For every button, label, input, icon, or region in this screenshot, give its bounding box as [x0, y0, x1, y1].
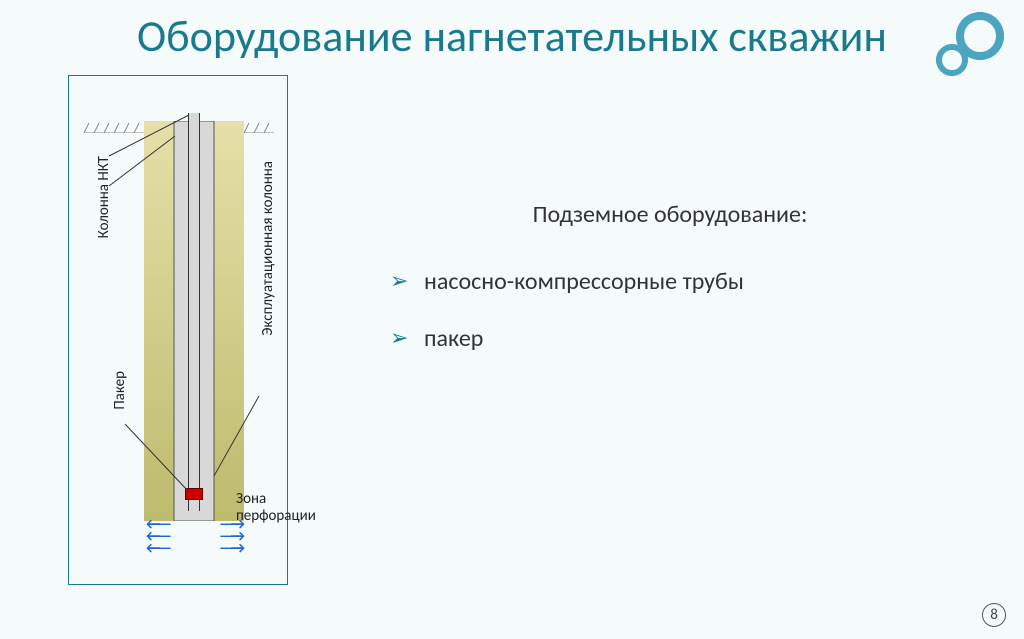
tubing-nkt — [188, 113, 200, 511]
perforation-zone: ←——→ ←——→ ←——→ — [144, 519, 244, 555]
formation-column: ←——→ ←——→ ←——→ — [144, 121, 244, 521]
list-item: насосно-компрессорные трубы — [390, 267, 960, 296]
label-zona-perforacii: Зонаперфорации — [236, 491, 316, 524]
label-ekspl-kolonna: Эксплуатационная колонна — [259, 161, 277, 336]
label-kolonna-nkt: Колонна НКТ — [95, 156, 113, 238]
label-paker: Пакер — [111, 371, 129, 410]
body-content: Подземное оборудование: насосно-компресс… — [380, 200, 960, 381]
packer — [185, 488, 203, 500]
gears-icon — [934, 10, 1012, 89]
bullet-list: насосно-компрессорные трубы пакер — [380, 267, 960, 353]
list-item: пакер — [390, 324, 960, 353]
slide: Оборудование нагнетательных скважин — [0, 0, 1024, 639]
well-diagram: ←——→ ←——→ ←——→ Колонна НКТ Пакер Эксплуа… — [68, 75, 288, 585]
page-title: Оборудование нагнетательных скважин — [0, 0, 1024, 63]
subheading: Подземное оборудование: — [380, 200, 960, 229]
page-number: 8 — [982, 603, 1006, 627]
